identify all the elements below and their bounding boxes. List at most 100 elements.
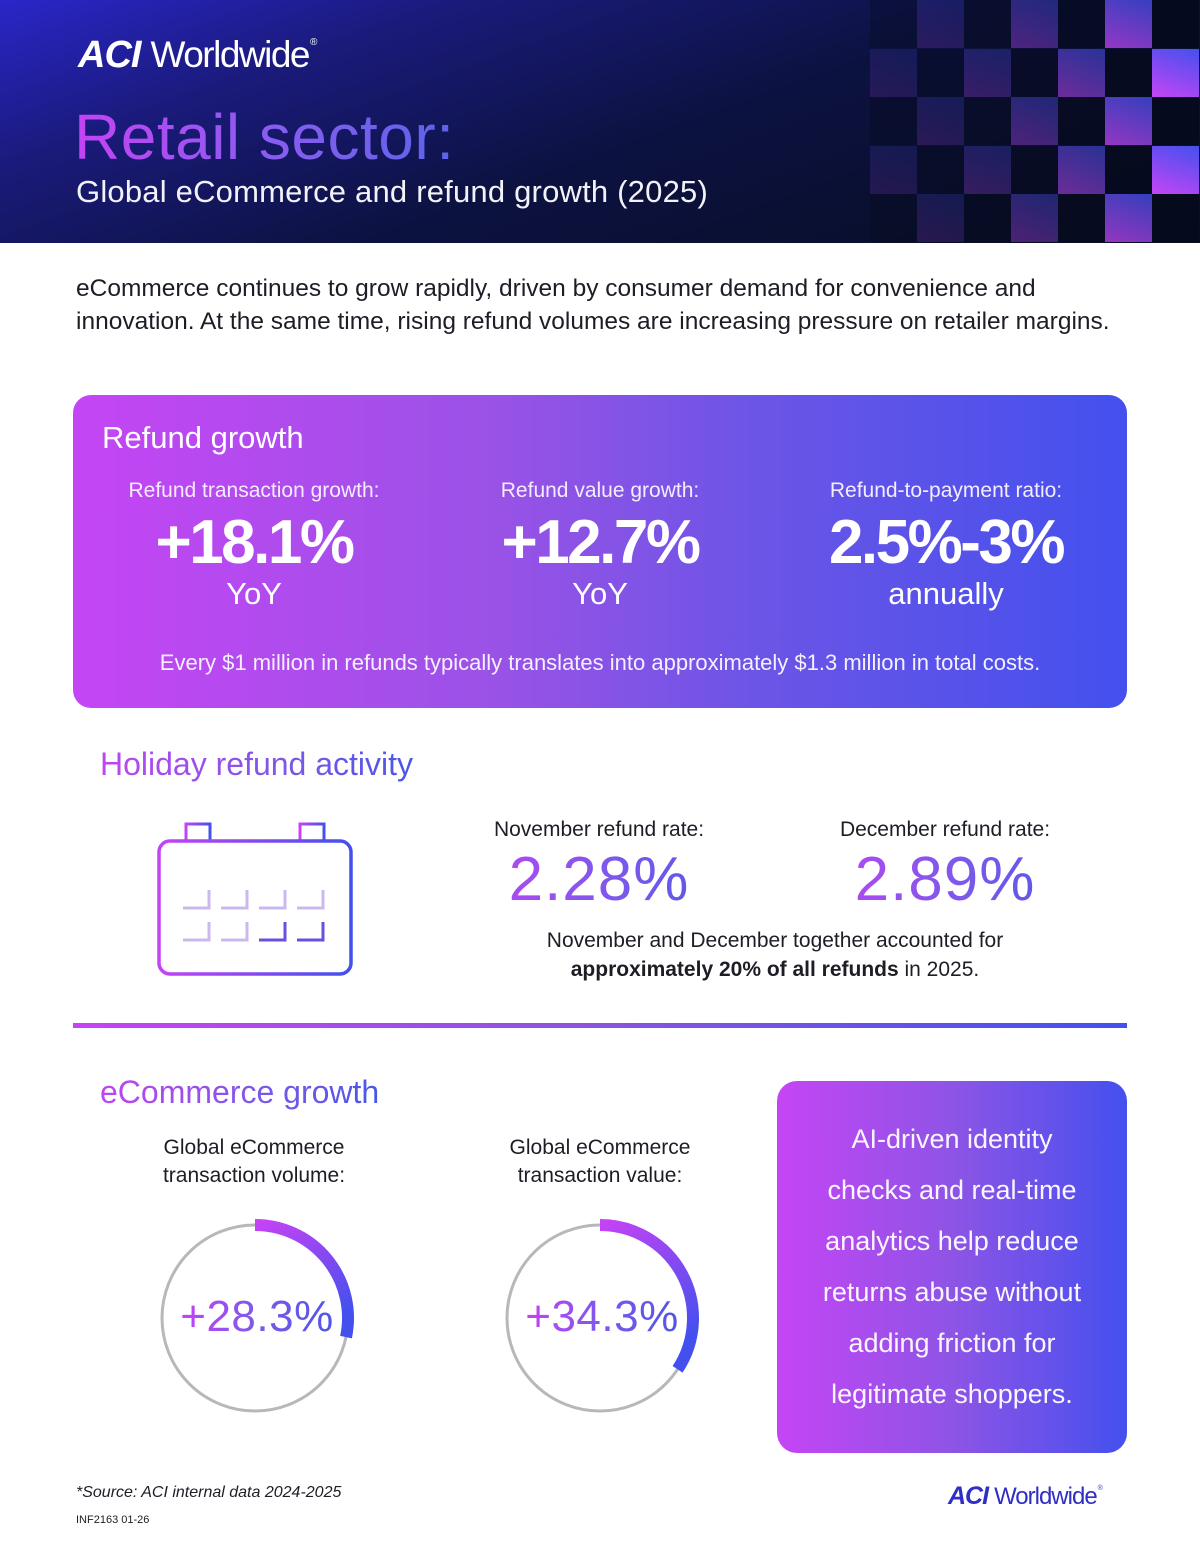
- gauge-value: +28.3%: [152, 1212, 362, 1422]
- footer-aci-worldwide-logo: ACI Worldwide ®: [948, 1482, 1103, 1511]
- checker-cell: [917, 145, 964, 194]
- november-refund-rate: November refund rate: 2.28%: [449, 818, 749, 916]
- checker-cell: [870, 97, 917, 146]
- checker-cell: [1152, 97, 1199, 146]
- checker-cell: [1011, 0, 1058, 48]
- note-emphasis: approximately 20% of all refunds: [570, 958, 899, 981]
- refund-growth-title: Refund growth: [102, 420, 304, 455]
- calendar-icon: [157, 822, 353, 976]
- checker-cell: [870, 48, 917, 97]
- checker-cell: [964, 0, 1011, 48]
- checker-cell: [1058, 97, 1105, 146]
- stat-refund-value-growth: Refund value growth: +12.7% YoY: [430, 479, 770, 611]
- checker-cell: [1011, 145, 1058, 194]
- checker-cell: [964, 194, 1011, 243]
- gauge-value-text: +34.3%: [525, 1292, 679, 1341]
- gauge-value-text: +28.3%: [180, 1292, 334, 1341]
- page-subtitle: Global eCommerce and refund growth (2025…: [76, 174, 708, 209]
- logo-mark: ACI: [948, 1482, 989, 1510]
- checker-cell: [1152, 194, 1199, 243]
- holiday-section-title: Holiday refund activity: [100, 746, 414, 782]
- intro-paragraph: eCommerce continues to grow rapidly, dri…: [76, 275, 1110, 335]
- checker-cell: [1105, 0, 1152, 48]
- month-value: 2.89%: [795, 844, 1095, 916]
- callout-line: checks and real-time: [827, 1175, 1077, 1205]
- stat-unit: annually: [888, 576, 1004, 611]
- checker-cell: [1058, 0, 1105, 48]
- gauge-label-line: transaction volume:: [162, 1164, 346, 1187]
- gauge-transaction-value: +34.3%: [497, 1212, 707, 1422]
- registered-mark: ®: [310, 37, 318, 48]
- source-footnote: *Source: ACI internal data 2024-2025: [76, 1484, 342, 1501]
- refund-growth-card: Refund growth Refund transaction growth:…: [73, 395, 1127, 708]
- checker-cell: [1011, 48, 1058, 97]
- stat-unit: YoY: [226, 576, 282, 611]
- registered-mark: ®: [1097, 1485, 1103, 1492]
- logo-text: Worldwide: [994, 1483, 1098, 1510]
- checker-cell: [1105, 194, 1152, 243]
- logo-text: Worldwide: [150, 34, 310, 75]
- checker-cell: [1058, 48, 1105, 97]
- stat-value: +12.7%: [501, 508, 701, 577]
- checker-cell: [1058, 194, 1105, 243]
- checker-cell: [1105, 145, 1152, 194]
- page-title: Retail sector:: [74, 101, 455, 173]
- december-refund-rate: December refund rate: 2.89%: [795, 818, 1095, 916]
- progress-ring-icon: [160, 1219, 354, 1413]
- month-value: 2.28%: [449, 844, 749, 916]
- month-label: December refund rate:: [839, 818, 1051, 841]
- checker-cell: [917, 194, 964, 243]
- stat-unit: YoY: [572, 576, 628, 611]
- progress-ring-icon: [505, 1219, 699, 1413]
- gauge-label-volume: Global eCommerce transaction volume:: [104, 1134, 404, 1190]
- refund-cost-note: Every $1 million in refunds typically tr…: [159, 650, 1041, 675]
- checker-cell: [1152, 145, 1199, 194]
- checker-cell: [1152, 48, 1199, 97]
- checker-cell: [917, 48, 964, 97]
- gauge-label-line: transaction value:: [517, 1164, 683, 1187]
- stat-label: Refund transaction growth:: [128, 479, 380, 502]
- gauge-transaction-volume: +28.3%: [152, 1212, 362, 1422]
- checker-cell: [1011, 194, 1058, 243]
- section-divider: [73, 1023, 1127, 1028]
- note-line1: November and December together accounted…: [546, 929, 1004, 952]
- callout-line: AI-driven identity: [851, 1124, 1053, 1154]
- gauge-label-line: Global eCommerce: [163, 1136, 345, 1159]
- gauge-label-line: Global eCommerce: [509, 1136, 691, 1159]
- checker-cell: [870, 145, 917, 194]
- gauge-value: +34.3%: [497, 1212, 707, 1422]
- ecommerce-section-title: eCommerce growth: [100, 1074, 380, 1110]
- checker-cell: [870, 0, 917, 48]
- stat-label: Refund value growth:: [500, 479, 700, 502]
- month-label: November refund rate:: [493, 818, 705, 841]
- gauge-label-value: Global eCommerce transaction value:: [450, 1134, 750, 1190]
- checker-cell: [1105, 97, 1152, 146]
- checker-cell: [964, 48, 1011, 97]
- callout-line: adding friction for: [848, 1328, 1056, 1358]
- note-tail: in 2025.: [898, 958, 980, 981]
- header-banner: ACI Worldwide ® Retail sector: Global eC…: [0, 0, 1200, 243]
- checker-cell: [964, 145, 1011, 194]
- stat-refund-transaction-growth: Refund transaction growth: +18.1% YoY: [84, 479, 424, 611]
- checker-cell: [917, 0, 964, 48]
- checker-cell: [917, 97, 964, 146]
- checker-cell: [964, 97, 1011, 146]
- stat-label: Refund-to-payment ratio:: [829, 479, 1063, 502]
- checker-cell: [870, 194, 917, 243]
- checker-cell: [1011, 97, 1058, 146]
- document-id: INF2163 01-26: [76, 1514, 150, 1526]
- checker-cell: [1152, 0, 1199, 48]
- stat-value: 2.5%-3%: [828, 508, 1066, 577]
- stat-refund-to-payment-ratio: Refund-to-payment ratio: 2.5%-3% annuall…: [776, 479, 1116, 611]
- aci-worldwide-logo: ACI Worldwide ®: [78, 34, 317, 77]
- checker-pattern-decoration: [870, 0, 1200, 243]
- ai-callout-card: AI-driven identity checks and real-time …: [777, 1081, 1127, 1453]
- checker-cell: [1105, 48, 1152, 97]
- checker-cell: [1058, 145, 1105, 194]
- logo-mark: ACI: [78, 34, 141, 76]
- holiday-summary-note: November and December together accounted…: [470, 926, 1080, 984]
- callout-line: legitimate shoppers.: [831, 1379, 1073, 1409]
- callout-line: returns abuse without: [822, 1277, 1082, 1307]
- stat-value: +18.1%: [155, 508, 355, 577]
- callout-line: analytics help reduce: [825, 1226, 1079, 1256]
